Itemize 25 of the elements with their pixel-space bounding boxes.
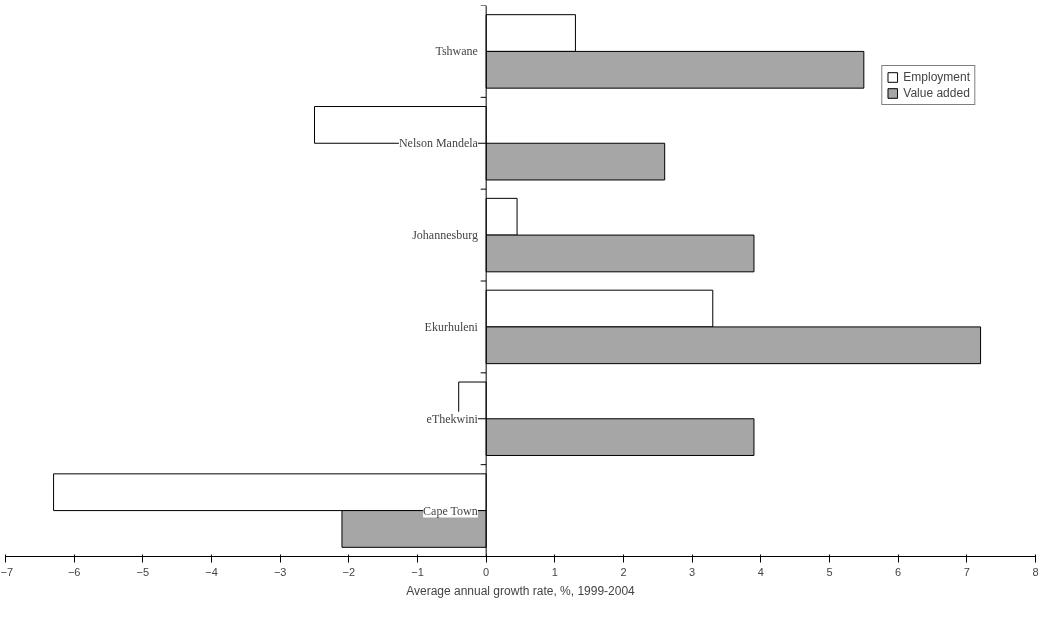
x-tick-label: 0 [483,565,490,578]
x-tick-label: 7 [963,565,970,578]
y-tick-label: Cape Town [423,503,478,518]
y-tick-label: eThekwini [426,411,479,426]
x-tick-label: −7 [0,565,14,578]
y-tick-label: Ekurhuleni [424,319,479,334]
x-tick-label: −3 [273,565,287,578]
x-tick-label: 3 [689,565,696,578]
x-tick-label: −6 [67,565,81,578]
x-tick-label: −1 [411,565,424,578]
x-tick-label: 8 [1032,565,1039,578]
x-tick-label: 5 [826,565,833,578]
legend-label: Value added [903,86,970,100]
x-tick-label: 2 [620,565,627,578]
x-tick-label: 6 [895,565,902,578]
x-axis-title: Average annual growth rate, %, 1999-2004 [406,583,636,598]
y-tick-label: Tshwane [435,44,478,59]
y-tick-label: Johannesburg [412,228,478,243]
x-tick-label: 1 [551,565,558,578]
x-tick-label: −4 [205,565,218,578]
x-tick-label: −5 [136,565,150,578]
x-tick-label: −2 [342,565,356,578]
y-tick-label: Nelson Mandela [398,136,479,151]
legend-label: Employment [903,70,970,84]
x-tick-label: 4 [757,565,764,578]
